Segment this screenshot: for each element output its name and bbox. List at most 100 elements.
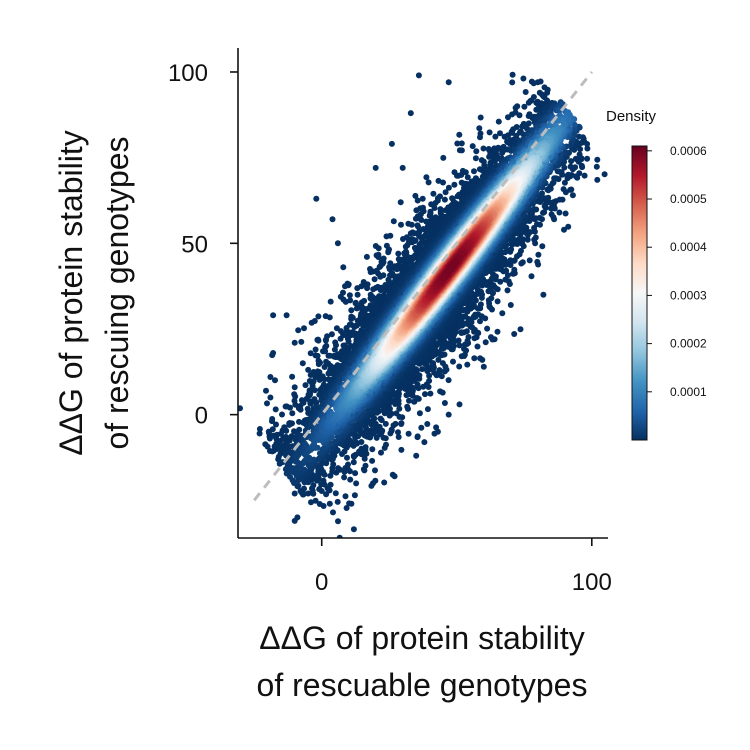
scatter-point <box>340 264 347 271</box>
scatter-point <box>388 140 395 147</box>
scatter-point <box>474 343 481 350</box>
scatter-point <box>594 156 601 163</box>
scatter-point <box>326 314 333 321</box>
scatter-point <box>347 297 354 304</box>
scatter-point <box>445 79 452 86</box>
scatter-point <box>323 342 330 349</box>
scatter-points <box>238 71 608 538</box>
scatter-point <box>385 249 392 256</box>
scatter-point <box>307 350 314 357</box>
scatter-point <box>372 164 379 171</box>
scatter-point <box>407 110 414 117</box>
scatter-point <box>504 287 511 294</box>
scatter-point <box>499 310 506 317</box>
scatter-point <box>373 434 380 441</box>
scatter-point <box>551 175 558 182</box>
scatter-point <box>381 479 388 486</box>
scatter-point <box>395 429 401 436</box>
scatter-point <box>476 125 483 132</box>
scatter-point <box>363 253 370 260</box>
scatter-point <box>414 433 421 440</box>
scatter-point <box>485 297 492 304</box>
scatter-point <box>287 404 293 411</box>
scatter-point <box>456 131 463 138</box>
scatter-point <box>330 509 336 516</box>
scatter-point <box>593 163 600 170</box>
scatter-point <box>535 251 542 258</box>
scatter-point <box>497 130 503 137</box>
scatter-point <box>465 334 472 340</box>
scatter-point <box>350 526 357 533</box>
scatter-point <box>474 305 481 312</box>
scatter-point <box>415 223 422 230</box>
scatter-point <box>316 501 323 507</box>
scatter-point <box>525 120 532 127</box>
scatter-point <box>424 421 431 427</box>
scatter-point <box>353 480 360 487</box>
scatter-point <box>396 405 403 412</box>
scatter-point <box>342 493 349 500</box>
scatter-point <box>477 355 484 362</box>
scatter-point <box>477 114 484 121</box>
scatter-point <box>564 172 571 179</box>
scatter-point <box>256 430 263 437</box>
scatter-point <box>393 410 400 417</box>
scatter-point <box>404 242 411 249</box>
scatter-point <box>422 391 428 398</box>
scatter-point <box>291 517 298 524</box>
scatter-point <box>412 237 419 244</box>
scatter-point <box>437 388 444 395</box>
scatter-point <box>283 427 290 434</box>
scatter-point <box>426 377 433 384</box>
scatter-point <box>308 499 314 506</box>
scatter-point <box>504 272 511 279</box>
scatter-point <box>539 243 546 250</box>
scatter-point <box>539 190 545 197</box>
scatter-point <box>283 312 290 319</box>
scatter-point <box>302 382 309 389</box>
scatter-point <box>534 258 541 265</box>
scatter-point <box>518 247 524 254</box>
scatter-point <box>312 346 319 353</box>
scatter-point <box>267 374 274 380</box>
scatter-point <box>442 189 449 196</box>
scatter-point <box>347 476 354 483</box>
scatter-point <box>540 291 547 298</box>
scatter-point <box>469 143 476 150</box>
scatter-point <box>464 174 471 181</box>
scatter-point <box>526 257 533 264</box>
scatter-point <box>398 420 405 427</box>
scatter-point <box>530 80 537 87</box>
scatter-point <box>334 240 341 247</box>
scatter-point <box>581 172 588 179</box>
scatter-point <box>298 338 305 345</box>
scatter-point <box>291 339 298 346</box>
scatter-point <box>341 474 348 481</box>
scatter-point <box>369 446 376 453</box>
scatter-point <box>420 208 427 215</box>
scatter-point <box>311 387 318 394</box>
scatter-point <box>375 245 382 252</box>
scatter-point <box>514 253 520 260</box>
scatter-point <box>311 318 318 324</box>
scatter-point <box>416 410 423 417</box>
scatter-point <box>364 285 371 292</box>
scatter-point <box>484 325 491 332</box>
scatter-point <box>509 71 516 78</box>
scatter-point <box>568 158 575 165</box>
scatter-point <box>301 325 307 332</box>
scatter-point <box>480 363 487 370</box>
scatter-point <box>480 145 487 152</box>
scatter-point <box>389 471 396 478</box>
scatter-point <box>403 392 410 399</box>
scatter-point <box>335 518 341 525</box>
scatter-point <box>477 318 483 325</box>
scatter-point <box>520 75 527 82</box>
scatter-point <box>351 492 358 499</box>
scatter-point <box>371 276 378 283</box>
scatter-point <box>531 224 538 231</box>
scatter-point <box>450 358 456 365</box>
scatter-point <box>521 103 528 110</box>
scatter-point <box>306 392 313 399</box>
